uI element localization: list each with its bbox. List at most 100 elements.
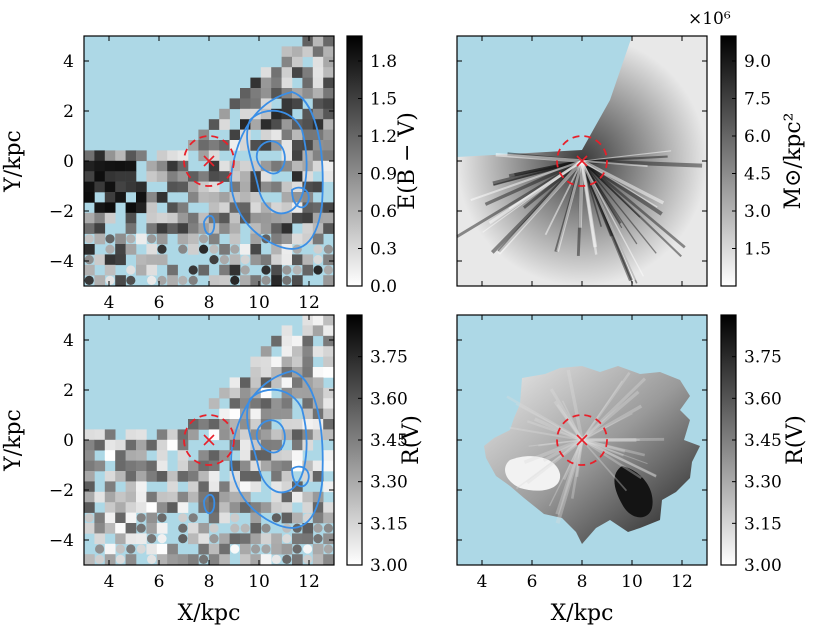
data-cell	[208, 192, 220, 203]
data-cell	[167, 160, 178, 172]
radial-streak	[515, 403, 583, 441]
data-cell	[271, 212, 282, 224]
data-cell	[302, 408, 314, 420]
data-cell	[292, 192, 303, 203]
colorbar-top-right: 9.0 7.5 6.0 4.5 3.0 1.5	[720, 35, 771, 287]
data-cell	[177, 471, 189, 482]
data-cell	[136, 523, 146, 533]
data-cell	[156, 254, 168, 266]
data-cell	[84, 244, 95, 255]
data-cell	[292, 429, 303, 441]
data-cell	[313, 534, 323, 544]
data-cell	[302, 356, 314, 368]
data-cell	[125, 502, 137, 513]
data-cell	[219, 119, 230, 130]
data-cell	[136, 150, 147, 162]
colorbar-tick-label: 3.00	[370, 556, 408, 576]
data-cell	[250, 439, 262, 451]
data-cell	[281, 450, 293, 461]
y-tick-label: 4	[63, 52, 74, 72]
data-cell	[104, 554, 116, 565]
data-cell	[208, 429, 220, 441]
radial-streak	[581, 438, 657, 478]
data-cell	[292, 439, 303, 451]
data-cell	[125, 212, 137, 224]
data-cell	[240, 171, 251, 182]
data-cell	[323, 140, 334, 151]
data-cell	[250, 140, 262, 151]
data-cell	[302, 212, 314, 224]
data-cell	[84, 513, 94, 523]
data-cell	[136, 429, 147, 441]
data-cell	[156, 502, 168, 513]
data-cell	[312, 98, 324, 110]
data-cell	[115, 233, 126, 245]
data-cell	[208, 460, 220, 472]
data-cell	[146, 439, 158, 451]
data-cell	[136, 544, 146, 554]
data-cell	[271, 88, 282, 99]
data-cell	[312, 150, 324, 162]
data-cell	[156, 439, 168, 451]
data-cell	[240, 387, 251, 399]
radial-streak	[523, 438, 583, 464]
data-cell	[147, 234, 157, 244]
colorbar-tick-label: 1.2	[370, 127, 397, 147]
data-cell	[84, 502, 95, 513]
data-cell	[94, 533, 106, 545]
data-cell	[198, 264, 210, 276]
data-cell	[199, 554, 209, 565]
data-cell	[208, 543, 220, 555]
data-cell	[240, 450, 251, 461]
data-cell	[260, 460, 272, 472]
data-cell	[271, 140, 282, 151]
data-cell	[302, 471, 314, 482]
data-cell	[302, 119, 314, 130]
data-cell	[312, 491, 324, 503]
data-cell	[302, 233, 314, 245]
data-cell	[167, 212, 178, 224]
data-cell	[136, 450, 147, 461]
data-cell	[125, 223, 137, 234]
radial-streak	[580, 160, 598, 248]
data-cell	[94, 275, 106, 286]
data-cell	[219, 160, 230, 172]
data-cell	[282, 265, 292, 275]
data-cell	[94, 202, 106, 214]
data-cell	[271, 513, 281, 523]
data-cell	[126, 234, 136, 244]
data-cell	[136, 491, 147, 503]
data-cell	[302, 202, 314, 214]
data-cell	[260, 429, 272, 441]
data-cell	[292, 387, 303, 399]
data-cell	[312, 315, 324, 326]
data-cell	[104, 171, 116, 182]
data-cell	[260, 398, 272, 409]
data-cell	[219, 387, 230, 399]
data-cell	[84, 554, 95, 565]
radial-streak	[561, 400, 583, 441]
data-cell	[104, 181, 116, 193]
data-cell	[157, 534, 167, 544]
data-cell	[281, 471, 293, 482]
data-cell	[292, 171, 303, 182]
data-cell	[156, 523, 168, 534]
data-cell	[156, 192, 168, 203]
radial-streak	[526, 438, 584, 485]
data-cell	[282, 534, 292, 544]
data-cell	[292, 512, 303, 524]
data-cell	[240, 202, 251, 214]
data-cell	[302, 88, 314, 99]
data-cell	[198, 533, 210, 545]
x-tick-label: 12	[298, 293, 320, 313]
data-cell	[104, 481, 116, 493]
data-cell	[302, 346, 314, 357]
data-cell	[260, 223, 272, 234]
data-cell	[125, 460, 137, 472]
colorbar-bottom-left: 3.75 3.60 3.45 3.30 3.15 3.00	[346, 314, 408, 576]
data-cell	[323, 502, 334, 513]
data-cell	[302, 223, 314, 234]
data-cell	[261, 544, 271, 554]
data-cell	[208, 471, 220, 482]
data-cell	[302, 429, 314, 441]
